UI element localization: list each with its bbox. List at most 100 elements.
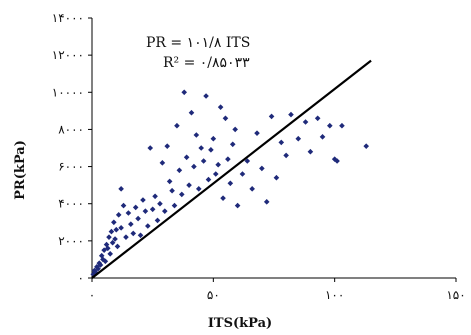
data-point	[137, 232, 144, 239]
data-point	[220, 195, 226, 201]
data-point	[273, 174, 280, 181]
data-point	[327, 122, 333, 129]
data-point	[113, 226, 120, 233]
data-point	[363, 143, 370, 149]
data-point	[244, 158, 251, 164]
data-point	[118, 225, 124, 231]
data-point	[278, 139, 285, 146]
r-squared-line: R² = ۰/۸۵۰۳۳	[163, 55, 250, 71]
data-point	[152, 193, 158, 200]
data-point	[232, 126, 238, 133]
data-point	[162, 208, 168, 214]
data-point	[314, 115, 321, 122]
data-point	[288, 111, 294, 118]
data-point	[171, 202, 178, 209]
equation-box: PR = ۱۰۱/۸ ITS R² = ۰/۸۵۰۳۳	[146, 35, 250, 71]
data-point	[128, 221, 134, 227]
data-point	[222, 115, 229, 122]
data-point	[307, 148, 314, 155]
data-point	[132, 204, 139, 211]
data-point	[193, 132, 200, 138]
data-point	[203, 93, 209, 99]
data-point	[263, 199, 270, 205]
data-point	[339, 122, 345, 129]
data-point	[249, 186, 255, 192]
data-point	[208, 147, 214, 153]
data-point	[183, 154, 190, 161]
x-tick-label: ۱۵۰	[446, 288, 465, 302]
data-point	[166, 178, 173, 185]
data-point	[142, 208, 149, 214]
y-axis-title: PR(kPa)	[13, 140, 28, 200]
y-tick-label: ۱۰۰۰۰	[52, 85, 84, 99]
data-point	[210, 135, 217, 142]
data-point	[331, 156, 338, 162]
data-point	[164, 143, 171, 149]
data-point	[334, 158, 340, 164]
data-point	[195, 186, 202, 192]
data-point	[130, 230, 137, 237]
data-point	[145, 223, 151, 229]
data-point	[188, 109, 195, 116]
data-point	[104, 245, 111, 252]
data-point	[268, 113, 275, 120]
data-point	[109, 239, 116, 246]
data-point	[154, 217, 161, 224]
data-point	[198, 145, 204, 151]
x-tick-label: ۰	[89, 288, 95, 302]
data-point	[106, 234, 112, 240]
y-tick-label: ۱۴۰۰۰	[52, 11, 84, 25]
y-tick-label: ۱۲۰۰۰	[52, 48, 84, 62]
data-point	[174, 122, 180, 129]
data-point	[96, 260, 103, 266]
data-point	[100, 256, 106, 263]
plot-area: ۰ ۲۰۰۰ ۴۰۰۰ ۶۰۰۰ ۸۰۰۰ ۱۰۰۰۰ ۱۲۰۰۰ ۱۴۰۰۰ ۰ ۵۰ ۱۰۰ ۱۵…	[52, 11, 466, 302]
data-point	[217, 104, 224, 110]
data-point	[108, 228, 115, 235]
trend-line	[91, 59, 372, 279]
data-point	[169, 187, 175, 194]
data-point	[227, 180, 234, 187]
y-tick-label: ۴۰۰۰	[58, 197, 84, 211]
data-point	[103, 241, 110, 248]
data-point	[178, 191, 185, 198]
y-tick-label: ۶۰۰۰	[58, 160, 84, 174]
data-point	[157, 200, 163, 207]
data-point	[114, 243, 121, 250]
data-point	[159, 160, 166, 166]
data-point	[205, 176, 212, 183]
data-point	[225, 156, 231, 162]
data-point	[229, 141, 236, 148]
data-point	[95, 265, 101, 272]
x-tick-label: ۱۰۰	[325, 288, 344, 302]
data-point	[98, 252, 105, 259]
data-point	[112, 236, 118, 242]
data-point	[254, 130, 260, 136]
data-point	[186, 182, 192, 188]
data-point	[149, 206, 156, 213]
data-point	[120, 202, 127, 209]
data-point	[92, 269, 99, 276]
data-point	[295, 135, 302, 142]
data-point	[215, 161, 221, 168]
x-tick-label: ۵۰	[207, 288, 220, 302]
data-point	[97, 262, 104, 268]
data-point	[115, 212, 122, 218]
data-point	[147, 145, 154, 151]
data-point	[200, 158, 207, 164]
data-point	[140, 197, 146, 203]
data-point	[123, 234, 129, 240]
data-point	[176, 167, 183, 174]
data-point	[111, 219, 117, 226]
data-point	[212, 171, 219, 177]
data-point	[283, 152, 289, 159]
data-point	[135, 215, 141, 222]
data-point	[102, 258, 109, 265]
data-point	[259, 165, 265, 172]
data-point	[118, 186, 124, 192]
data-point	[125, 210, 132, 216]
data-point	[239, 171, 246, 177]
y-tick-label: ۰	[78, 271, 84, 285]
data-point	[191, 163, 197, 170]
